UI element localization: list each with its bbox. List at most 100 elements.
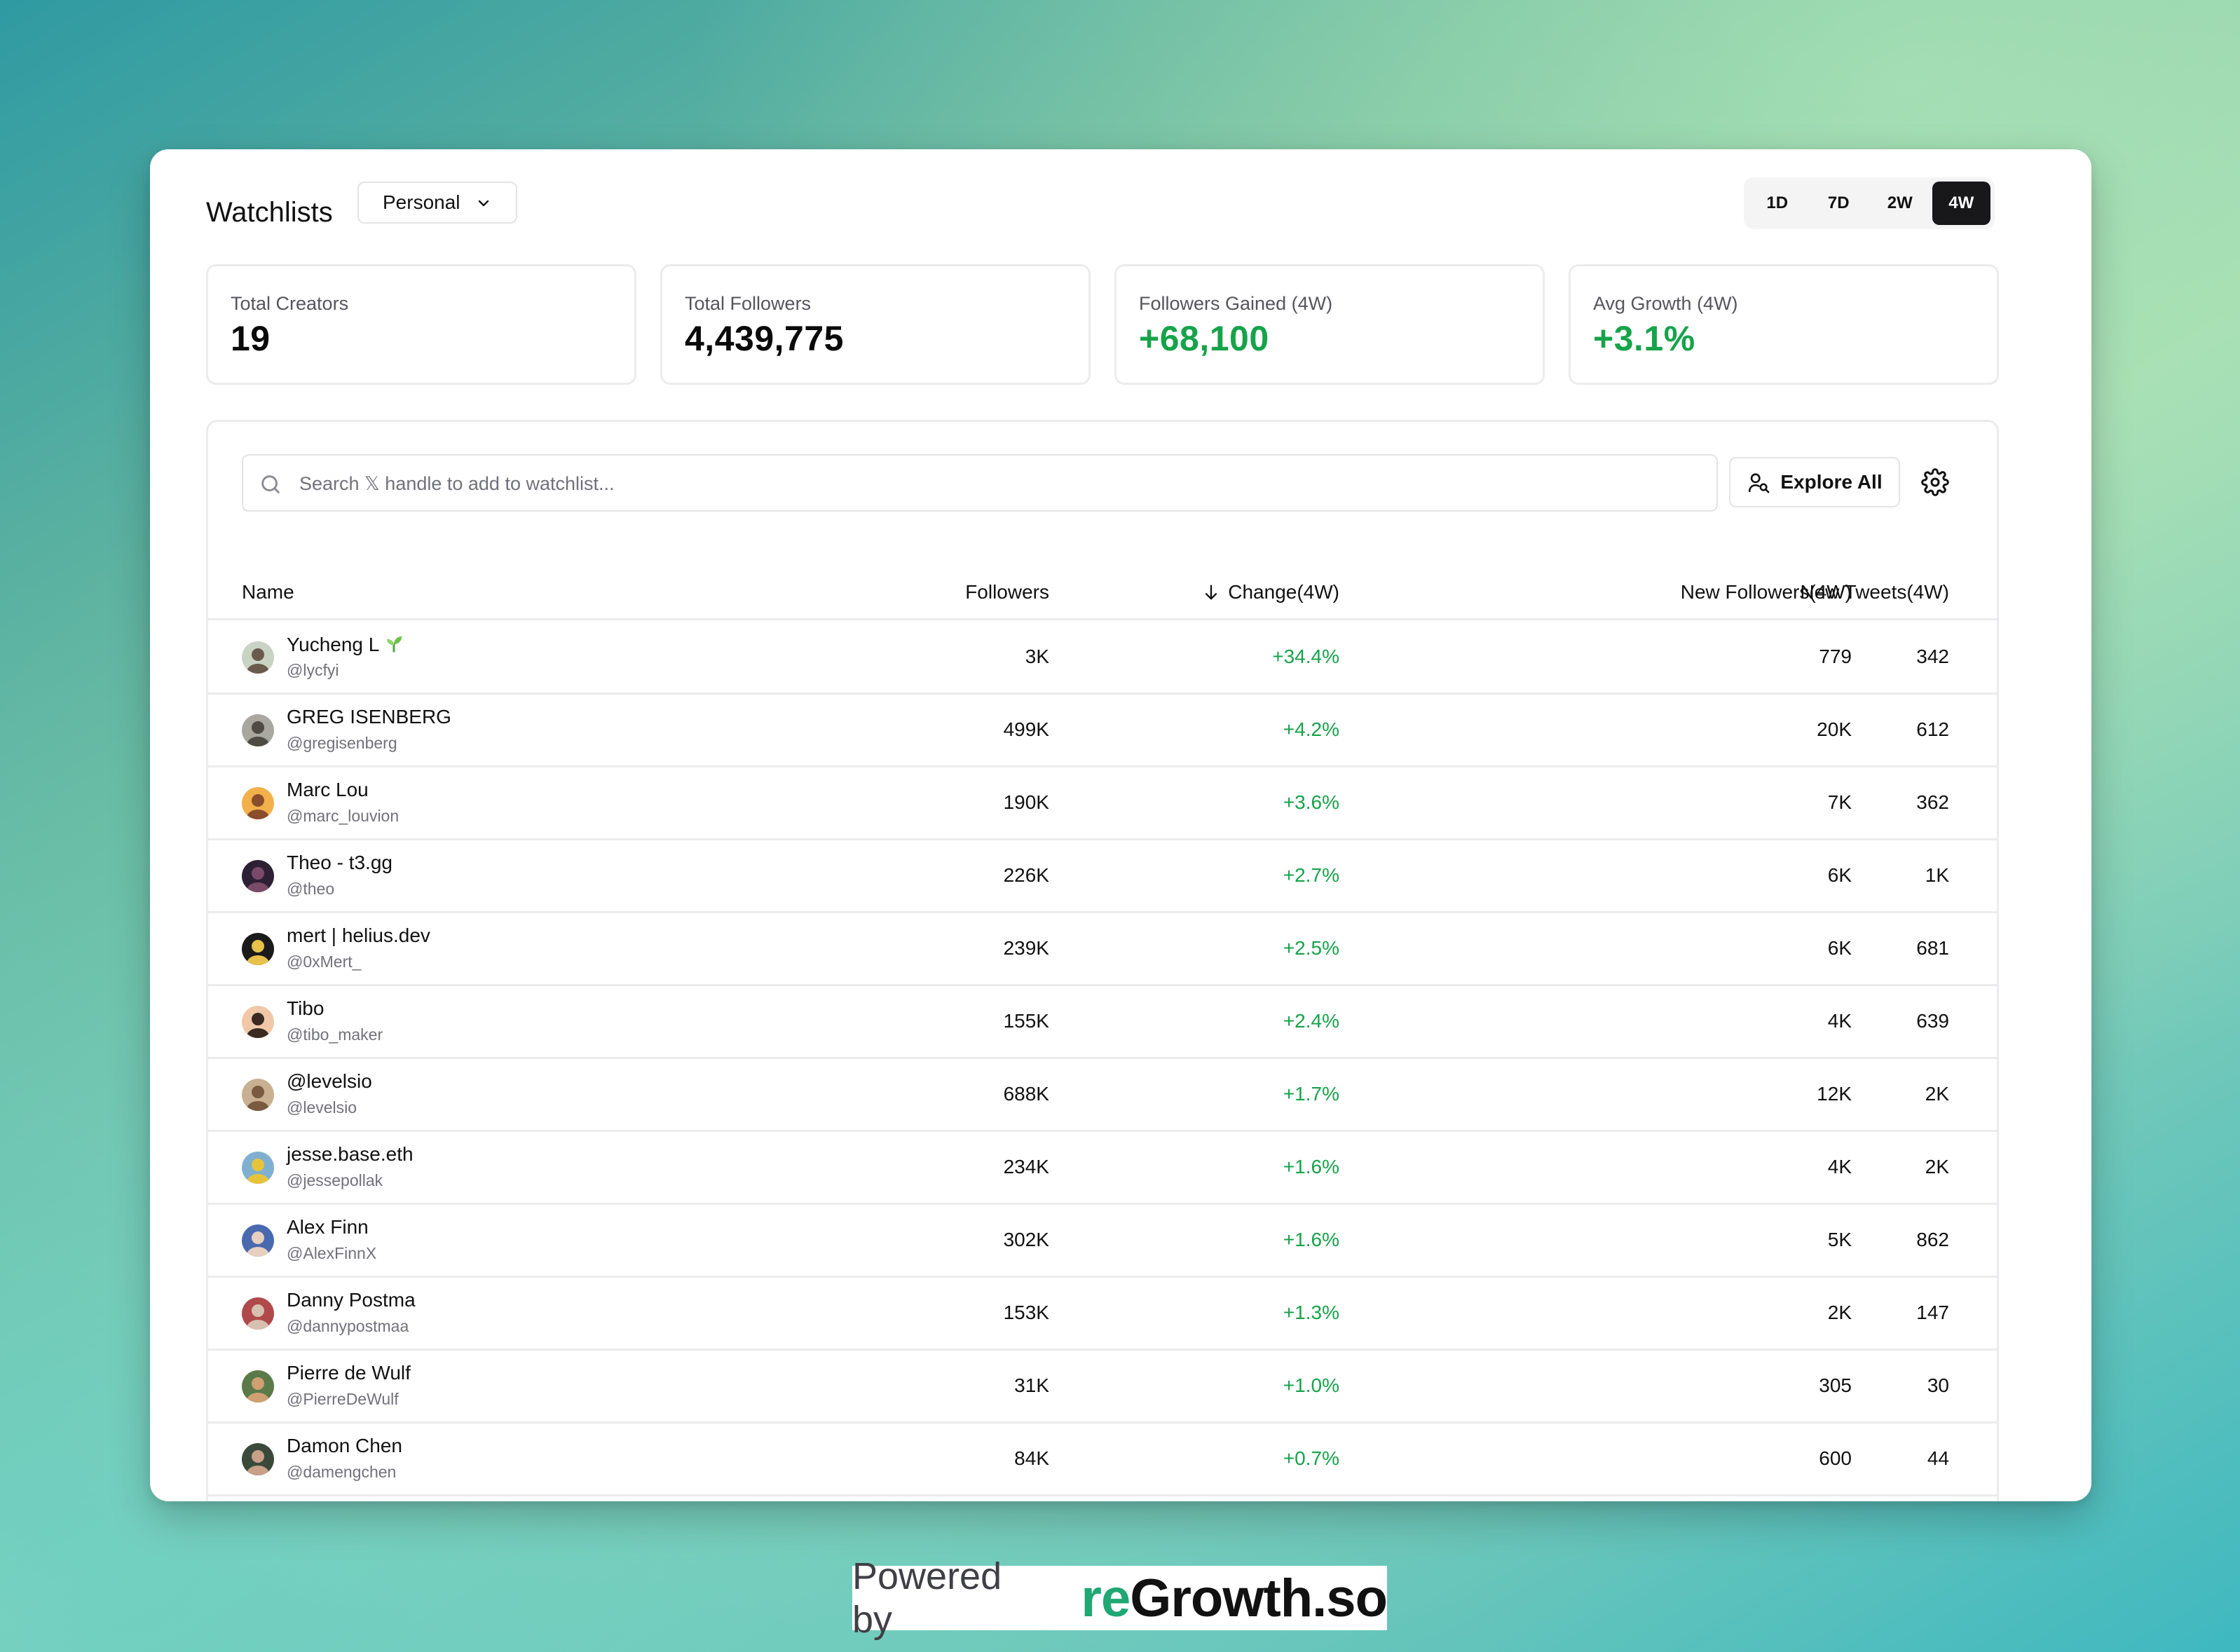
table-row[interactable]: mert | helius.dev @0xMert_ 239K +2.5% 6K 681	[208, 912, 1997, 986]
followers-cell: 190K	[1003, 791, 1049, 813]
column-header-new-tweets[interactable]: New Tweets(4W)	[1800, 581, 1949, 603]
change-cell: +2.4%	[1283, 1010, 1339, 1032]
creator-handle: @theo	[287, 880, 335, 898]
avatar[interactable]	[242, 787, 274, 819]
column-header-new-followers[interactable]: New Followers(4W)	[1680, 581, 1852, 603]
range-button-4w[interactable]: 4W	[1932, 182, 1990, 225]
table-row[interactable]: jesse.base.eth @jessepollak 234K +1.6% 4K 2K	[208, 1131, 1997, 1205]
new-tweets-cell: 30	[1927, 1374, 1949, 1396]
table-row[interactable]: Marc Lou @marc_louvion 190K +3.6% 7K 362	[208, 766, 1997, 840]
avatar[interactable]	[242, 1152, 274, 1184]
table-row[interactable]: Danny Postma @dannypostmaa 153K +1.3% 2K 147	[208, 1276, 1997, 1351]
watchlist-select[interactable]: Personal	[357, 182, 517, 224]
user-search-icon	[1749, 473, 1770, 493]
creator-name[interactable]: Theo - t3.gg	[287, 852, 392, 873]
creator-handle: @tibo_maker	[287, 1025, 383, 1044]
table-row[interactable]: Theo - t3.gg @theo 226K +2.7% 6K 1K	[208, 839, 1997, 913]
new-tweets-cell: 44	[1927, 1447, 1949, 1469]
creator-handle: @jessepollak	[287, 1171, 383, 1189]
stat-card-avg-growth: Avg Growth (4W) +3.1%	[1569, 264, 1999, 385]
stat-value: 19	[231, 319, 271, 358]
column-header-name[interactable]: Name	[242, 581, 294, 603]
change-cell: +1.6%	[1283, 1156, 1339, 1177]
search-input[interactable]	[298, 456, 1695, 512]
creator-name[interactable]: Alex Finn	[287, 1216, 369, 1238]
creator-handle: @lycfyi	[287, 661, 339, 679]
avatar[interactable]	[242, 1079, 274, 1111]
avatar[interactable]	[242, 933, 274, 965]
table-row[interactable]: GREG ISENBERG @gregisenberg 499K +4.2% 20K 61…	[208, 693, 1997, 767]
search-icon	[261, 475, 280, 493]
stat-value: +3.1%	[1593, 319, 1695, 358]
stat-card-total-creators: Total Creators 19	[206, 264, 636, 385]
stat-label: Followers Gained (4W)	[1139, 293, 1333, 314]
column-header-change[interactable]: Change(4W)	[1119, 566, 1339, 618]
gear-icon[interactable]	[1921, 468, 1949, 496]
new-followers-cell: 4K	[1827, 1156, 1852, 1177]
avatar[interactable]	[242, 1006, 274, 1038]
creator-name[interactable]: jesse.base.eth	[287, 1143, 414, 1165]
table-row[interactable]: Alex Finn @AlexFinnX 302K +1.6% 5K 862	[208, 1203, 1997, 1278]
avatar[interactable]	[242, 714, 274, 746]
creator-name[interactable]: GREG ISENBERG	[287, 706, 451, 728]
table-row[interactable]: Yucheng L @lycfyi 3K +34.4% 779 342	[208, 620, 1997, 695]
creator-handle: @AlexFinnX	[287, 1244, 377, 1262]
watchlist-select-value: Personal	[383, 191, 460, 213]
avatar[interactable]	[242, 1297, 274, 1330]
creator-name[interactable]: Yucheng L	[287, 633, 404, 656]
sort-descending-icon	[1206, 585, 1217, 600]
new-tweets-cell: 147	[1916, 1302, 1949, 1323]
new-followers-cell: 6K	[1827, 864, 1852, 886]
creator-handle: @levelsio	[287, 1098, 357, 1117]
followers-cell: 234K	[1003, 1156, 1049, 1177]
change-cell: +2.5%	[1283, 937, 1339, 959]
followers-cell: 3K	[1025, 646, 1049, 667]
table-row[interactable]: @levelsio @levelsio 688K +1.7% 12K 2K	[208, 1058, 1997, 1132]
followers-cell: 84K	[1014, 1447, 1049, 1469]
search-box	[242, 454, 1718, 512]
new-tweets-cell: 681	[1916, 937, 1949, 959]
creator-name[interactable]: Damon Chen	[287, 1435, 402, 1456]
avatar[interactable]	[242, 1443, 274, 1475]
creator-name[interactable]: mert | helius.dev	[287, 924, 430, 946]
avatar[interactable]	[242, 1224, 274, 1257]
new-followers-cell: 305	[1819, 1374, 1852, 1396]
avatar[interactable]	[242, 641, 274, 674]
change-cell: +1.6%	[1283, 1229, 1339, 1250]
explore-all-button[interactable]: Explore All	[1729, 457, 1900, 507]
creator-name[interactable]: @levelsio	[287, 1070, 372, 1092]
new-tweets-cell: 342	[1916, 646, 1949, 667]
creator-handle: @dannypostmaa	[287, 1317, 409, 1335]
new-followers-cell: 7K	[1827, 791, 1852, 813]
range-button-1d[interactable]: 1D	[1766, 193, 1789, 212]
column-header-followers[interactable]: Followers	[965, 581, 1049, 603]
change-cell: +4.2%	[1283, 718, 1339, 740]
change-cell: +2.7%	[1283, 864, 1339, 886]
creator-name[interactable]: Tibo	[287, 997, 325, 1019]
avatar[interactable]	[242, 1370, 274, 1402]
table-row[interactable]: Pierre de Wulf @PierreDeWulf 31K +1.0% 305 30	[208, 1349, 1997, 1424]
followers-cell: 153K	[1003, 1302, 1049, 1323]
stat-value: 4,439,775	[685, 319, 844, 358]
table-row[interactable]: Damon Chen @damengchen 84K +0.7% 600 44	[208, 1422, 1997, 1496]
change-cell: +34.4%	[1272, 646, 1339, 667]
new-followers-cell: 5K	[1827, 1229, 1852, 1250]
change-cell: +1.3%	[1283, 1302, 1339, 1323]
range-button-2w[interactable]: 2W	[1887, 193, 1913, 212]
creator-handle: @0xMert_	[287, 953, 362, 971]
table-row[interactable]: Tibo @tibo_maker 155K +2.4% 4K 639	[208, 985, 1997, 1059]
table-header: Name Followers Change(4W) New Followers(…	[208, 566, 1997, 620]
followers-cell: 302K	[1003, 1229, 1049, 1250]
new-tweets-cell: 362	[1916, 791, 1949, 813]
column-header-change-label: Change(4W)	[1228, 581, 1339, 603]
stat-value: +68,100	[1139, 319, 1269, 358]
new-followers-cell: 4K	[1827, 1010, 1852, 1032]
creator-name[interactable]: Marc Lou	[287, 779, 369, 800]
range-button-7d[interactable]: 7D	[1827, 193, 1850, 212]
creator-name[interactable]: Danny Postma	[287, 1289, 416, 1311]
avatar[interactable]	[242, 860, 274, 892]
new-followers-cell: 12K	[1817, 1083, 1852, 1105]
creator-name[interactable]: Pierre de Wulf	[287, 1362, 411, 1384]
new-tweets-cell: 612	[1916, 718, 1949, 740]
stat-card-followers-gained: Followers Gained (4W) +68,100	[1114, 264, 1545, 385]
